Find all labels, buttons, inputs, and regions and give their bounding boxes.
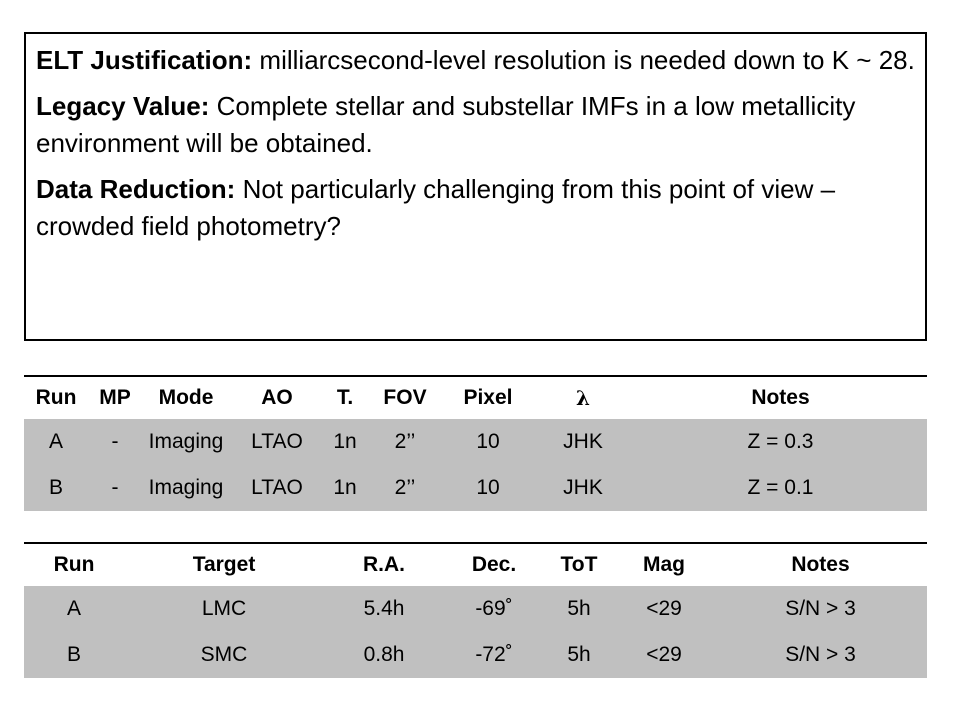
cell-lambda: JHK: [563, 476, 603, 499]
table-row: B SMC 0.8h -72˚ 5h <29 S/N > 3: [24, 632, 927, 678]
target-table: Run Target R.A. Dec. ToT Mag Notes A LMC…: [24, 542, 927, 678]
table-row: A LMC 5.4h -69˚ 5h <29 S/N > 3: [24, 586, 927, 632]
cell-notes: S/N > 3: [785, 643, 856, 666]
legacy-value-label: Legacy Value:: [36, 91, 210, 121]
table-header-row: Run Target R.A. Dec. ToT Mag Notes: [24, 542, 927, 586]
cell-run: A: [48, 430, 63, 453]
elt-justification-label: ELT Justification:: [36, 45, 253, 75]
cell-mode: Imaging: [148, 430, 224, 453]
legacy-value-text: Complete stellar and substellar IMFs in …: [36, 91, 856, 158]
cell-fov: 2’’: [394, 430, 416, 453]
col-header-tot: ToT: [544, 542, 614, 586]
col-header-ra: R.A.: [324, 542, 444, 586]
col-header-notes: Notes: [634, 375, 927, 419]
col-header-lambda: λ: [532, 375, 634, 419]
cell-mag: <29: [646, 597, 682, 620]
col-header-mp: MP: [88, 375, 142, 419]
cell-mag: <29: [646, 643, 682, 666]
cell-pixel: 10: [476, 476, 500, 499]
cell-tot: 5h: [567, 643, 591, 666]
col-header-run: Run: [24, 375, 88, 419]
elt-justification-text: milliarcsecond-level resolution is neede…: [252, 45, 915, 75]
elt-justification-paragraph: ELT Justification: milliarcsecond-level …: [36, 42, 915, 79]
col-header-mode: Mode: [142, 375, 230, 419]
col-header-t: T.: [324, 375, 366, 419]
cell-run: B: [48, 476, 63, 499]
col-header-run: Run: [24, 542, 124, 586]
col-header-fov: FOV: [366, 375, 444, 419]
data-reduction-paragraph: Data Reduction: Not particularly challen…: [36, 171, 915, 245]
cell-target: LMC: [201, 597, 247, 620]
justification-text-box: ELT Justification: milliarcsecond-level …: [24, 32, 927, 341]
col-header-dec: Dec.: [444, 542, 544, 586]
col-header-pixel: Pixel: [444, 375, 532, 419]
cell-t: 1n: [333, 430, 357, 453]
cell-target: SMC: [200, 643, 248, 666]
col-header-ao: AO: [230, 375, 324, 419]
cell-ao: LTAO: [251, 476, 303, 499]
cell-mp: -: [111, 430, 119, 453]
cell-dec: -69˚: [475, 597, 513, 620]
cell-notes: Z = 0.1: [747, 476, 814, 499]
cell-ra: 0.8h: [363, 643, 405, 666]
cell-run: A: [66, 597, 81, 620]
cell-ra: 5.4h: [363, 597, 405, 620]
cell-t: 1n: [333, 476, 357, 499]
cell-ao: LTAO: [251, 430, 303, 453]
cell-mp: -: [111, 476, 119, 499]
table-row: B - Imaging LTAO 1n 2’’ 10 JHK Z = 0.1: [24, 465, 927, 511]
table-row: A - Imaging LTAO 1n 2’’ 10 JHK Z = 0.3: [24, 419, 927, 465]
table-header-row: Run MP Mode AO T. FOV Pixel λ Notes: [24, 375, 927, 419]
col-header-mag: Mag: [614, 542, 714, 586]
cell-fov: 2’’: [394, 476, 416, 499]
cell-notes: Z = 0.3: [747, 430, 814, 453]
legacy-value-paragraph: Legacy Value: Complete stellar and subst…: [36, 88, 915, 162]
data-reduction-label: Data Reduction:: [36, 174, 236, 204]
col-header-target: Target: [124, 542, 324, 586]
observation-setup-table: Run MP Mode AO T. FOV Pixel λ Notes A - …: [24, 375, 927, 511]
cell-run: B: [66, 643, 81, 666]
cell-mode: Imaging: [148, 476, 224, 499]
col-header-notes: Notes: [714, 542, 927, 586]
cell-lambda: JHK: [563, 430, 603, 453]
cell-notes: S/N > 3: [785, 597, 856, 620]
cell-dec: -72˚: [475, 643, 513, 666]
cell-pixel: 10: [476, 430, 500, 453]
data-reduction-text: Not particularly challenging from this p…: [36, 174, 836, 241]
cell-tot: 5h: [567, 597, 591, 620]
